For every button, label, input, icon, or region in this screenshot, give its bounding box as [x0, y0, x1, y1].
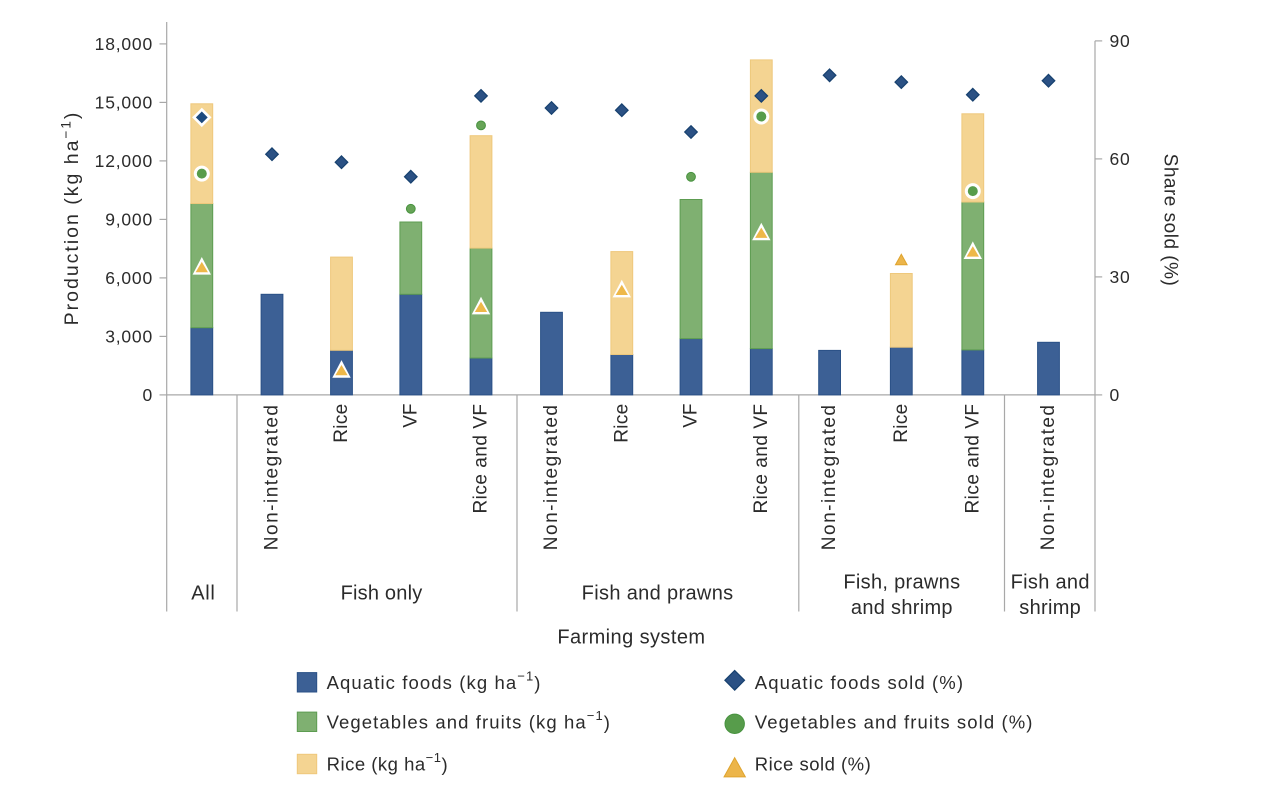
svg-text:shrimp: shrimp [1019, 597, 1081, 619]
svg-text:Aquatic foods sold (%): Aquatic foods sold (%) [755, 672, 964, 693]
svg-text:Farming system: Farming system [557, 627, 705, 649]
svg-text:Rice: Rice [891, 404, 912, 443]
svg-text:VF: VF [681, 404, 702, 428]
svg-text:Rice: Rice [611, 404, 632, 443]
svg-text:Rice: Rice [331, 404, 352, 443]
svg-text:Fish and: Fish and [1011, 572, 1090, 594]
svg-text:Fish only: Fish only [341, 582, 423, 604]
svg-text:Non-integrated: Non-integrated [541, 404, 562, 551]
svg-text:15,000: 15,000 [95, 92, 153, 112]
svg-text:60: 60 [1110, 149, 1131, 169]
svg-text:Fish, prawns: Fish, prawns [843, 572, 960, 594]
svg-text:Production (kg ha−1): Production (kg ha−1) [58, 111, 83, 326]
svg-text:6,000: 6,000 [105, 268, 153, 288]
svg-text:Vegetables and fruits (kg ha−1: Vegetables and fruits (kg ha−1) [327, 708, 611, 733]
svg-text:Fish and prawns: Fish and prawns [582, 582, 734, 604]
svg-text:Aquatic foods (kg ha−1): Aquatic foods (kg ha−1) [327, 668, 542, 693]
svg-text:Rice and VF: Rice and VF [471, 404, 492, 514]
svg-text:and shrimp: and shrimp [851, 597, 953, 619]
svg-text:3,000: 3,000 [105, 326, 153, 346]
svg-text:12,000: 12,000 [95, 151, 153, 171]
svg-text:9,000: 9,000 [105, 209, 153, 229]
svg-text:0: 0 [142, 385, 153, 405]
svg-text:Non-integrated: Non-integrated [1038, 404, 1059, 551]
svg-text:VF: VF [400, 404, 421, 428]
svg-text:30: 30 [1110, 267, 1131, 287]
svg-text:Share sold (%): Share sold (%) [1160, 154, 1181, 287]
svg-text:Non-integrated: Non-integrated [819, 404, 840, 551]
svg-text:Rice and VF: Rice and VF [751, 404, 772, 514]
svg-text:Non-integrated: Non-integrated [262, 404, 283, 551]
svg-text:18,000: 18,000 [95, 34, 153, 54]
svg-text:90: 90 [1110, 31, 1131, 51]
svg-text:All: All [191, 582, 215, 604]
svg-text:Rice and VF: Rice and VF [962, 404, 983, 514]
svg-text:Rice sold (%): Rice sold (%) [755, 754, 872, 775]
svg-text:0: 0 [1110, 385, 1121, 405]
svg-text:Vegetables and fruits sold (%): Vegetables and fruits sold (%) [755, 711, 1034, 732]
